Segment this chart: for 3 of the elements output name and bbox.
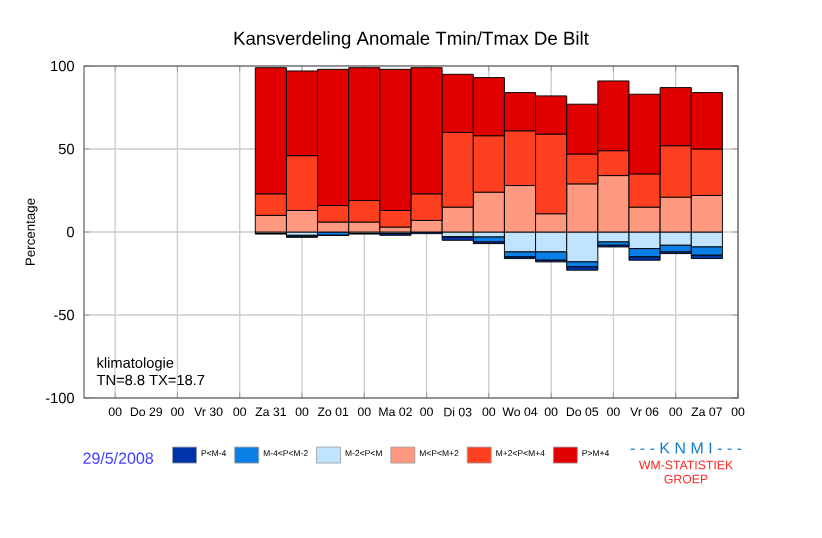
text: - - - K N M I - - - (630, 442, 742, 454)
text: 29/5/2008 (83, 452, 154, 464)
chart-title: Kansverdeling Anomale Tmin/Tmax De Bilt (234, 31, 589, 49)
